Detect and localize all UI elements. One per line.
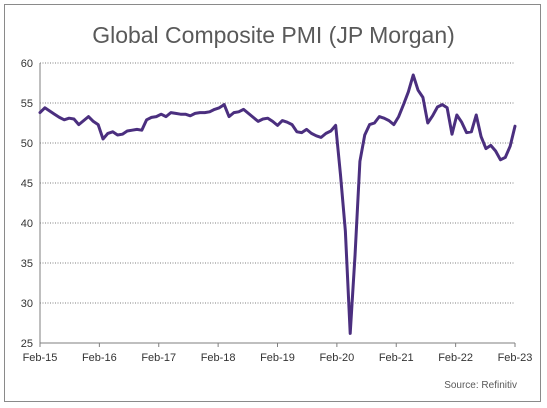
y-tick-label: 55 <box>21 98 33 110</box>
y-tick-label: 50 <box>21 138 33 150</box>
y-tick-label: 40 <box>21 218 33 230</box>
x-tick-label: Feb-19 <box>260 352 295 364</box>
series-line-pmi <box>38 73 517 335</box>
chart-frame <box>4 4 541 402</box>
y-tick-label: 25 <box>21 338 33 350</box>
x-tick-label: Feb-16 <box>82 352 117 364</box>
y-tick-label: 45 <box>21 178 33 190</box>
x-tick-label: Feb-18 <box>201 352 236 364</box>
chart-title: Global Composite PMI (JP Morgan) <box>92 22 455 48</box>
x-tick-label: Feb-17 <box>141 352 176 364</box>
source-note: Source: Refinitiv <box>444 380 517 391</box>
x-tick-label: Feb-15 <box>23 352 58 364</box>
x-axis-ticks: Feb-15 Feb-16 Feb-17 Feb-18 Feb-19 Feb-20 Feb-… <box>23 343 533 364</box>
x-tick-label: Feb-22 <box>438 352 473 364</box>
x-tick-label: Feb-23 <box>498 352 533 364</box>
x-tick-label: Feb-21 <box>379 352 414 364</box>
x-tick-label: Feb-20 <box>319 352 354 364</box>
gridlines <box>40 62 515 304</box>
y-tick-label: 30 <box>21 298 33 310</box>
y-axis-ticks: 25 30 35 40 45 50 55 60 <box>21 58 33 350</box>
y-tick-label: 35 <box>21 258 33 270</box>
y-tick-label: 60 <box>21 58 33 70</box>
